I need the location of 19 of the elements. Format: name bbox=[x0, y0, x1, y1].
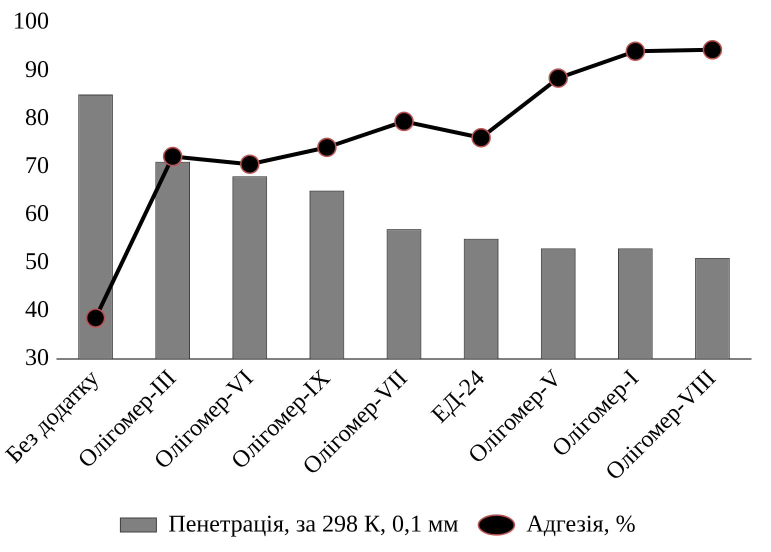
y-tick-label: 30 bbox=[25, 345, 49, 372]
point bbox=[394, 112, 414, 132]
legend-label: Пенетрація, за 298 К, 0,1 мм bbox=[168, 511, 458, 538]
y-tick-label: 40 bbox=[25, 297, 49, 324]
y-tick-label: 60 bbox=[25, 200, 49, 227]
y-tick-label: 90 bbox=[25, 56, 49, 83]
point bbox=[162, 146, 182, 166]
y-tick-label: 50 bbox=[25, 249, 49, 276]
point bbox=[548, 68, 568, 88]
legend-label: Адгезія, % bbox=[526, 511, 636, 538]
y-tick-label: 80 bbox=[25, 104, 49, 131]
point bbox=[626, 41, 646, 61]
y-tick-label: 100 bbox=[13, 8, 49, 35]
y-tick-label: 70 bbox=[25, 152, 49, 179]
point bbox=[471, 128, 491, 148]
point bbox=[240, 154, 260, 174]
point bbox=[86, 308, 106, 328]
point bbox=[702, 40, 722, 60]
point bbox=[317, 138, 337, 158]
